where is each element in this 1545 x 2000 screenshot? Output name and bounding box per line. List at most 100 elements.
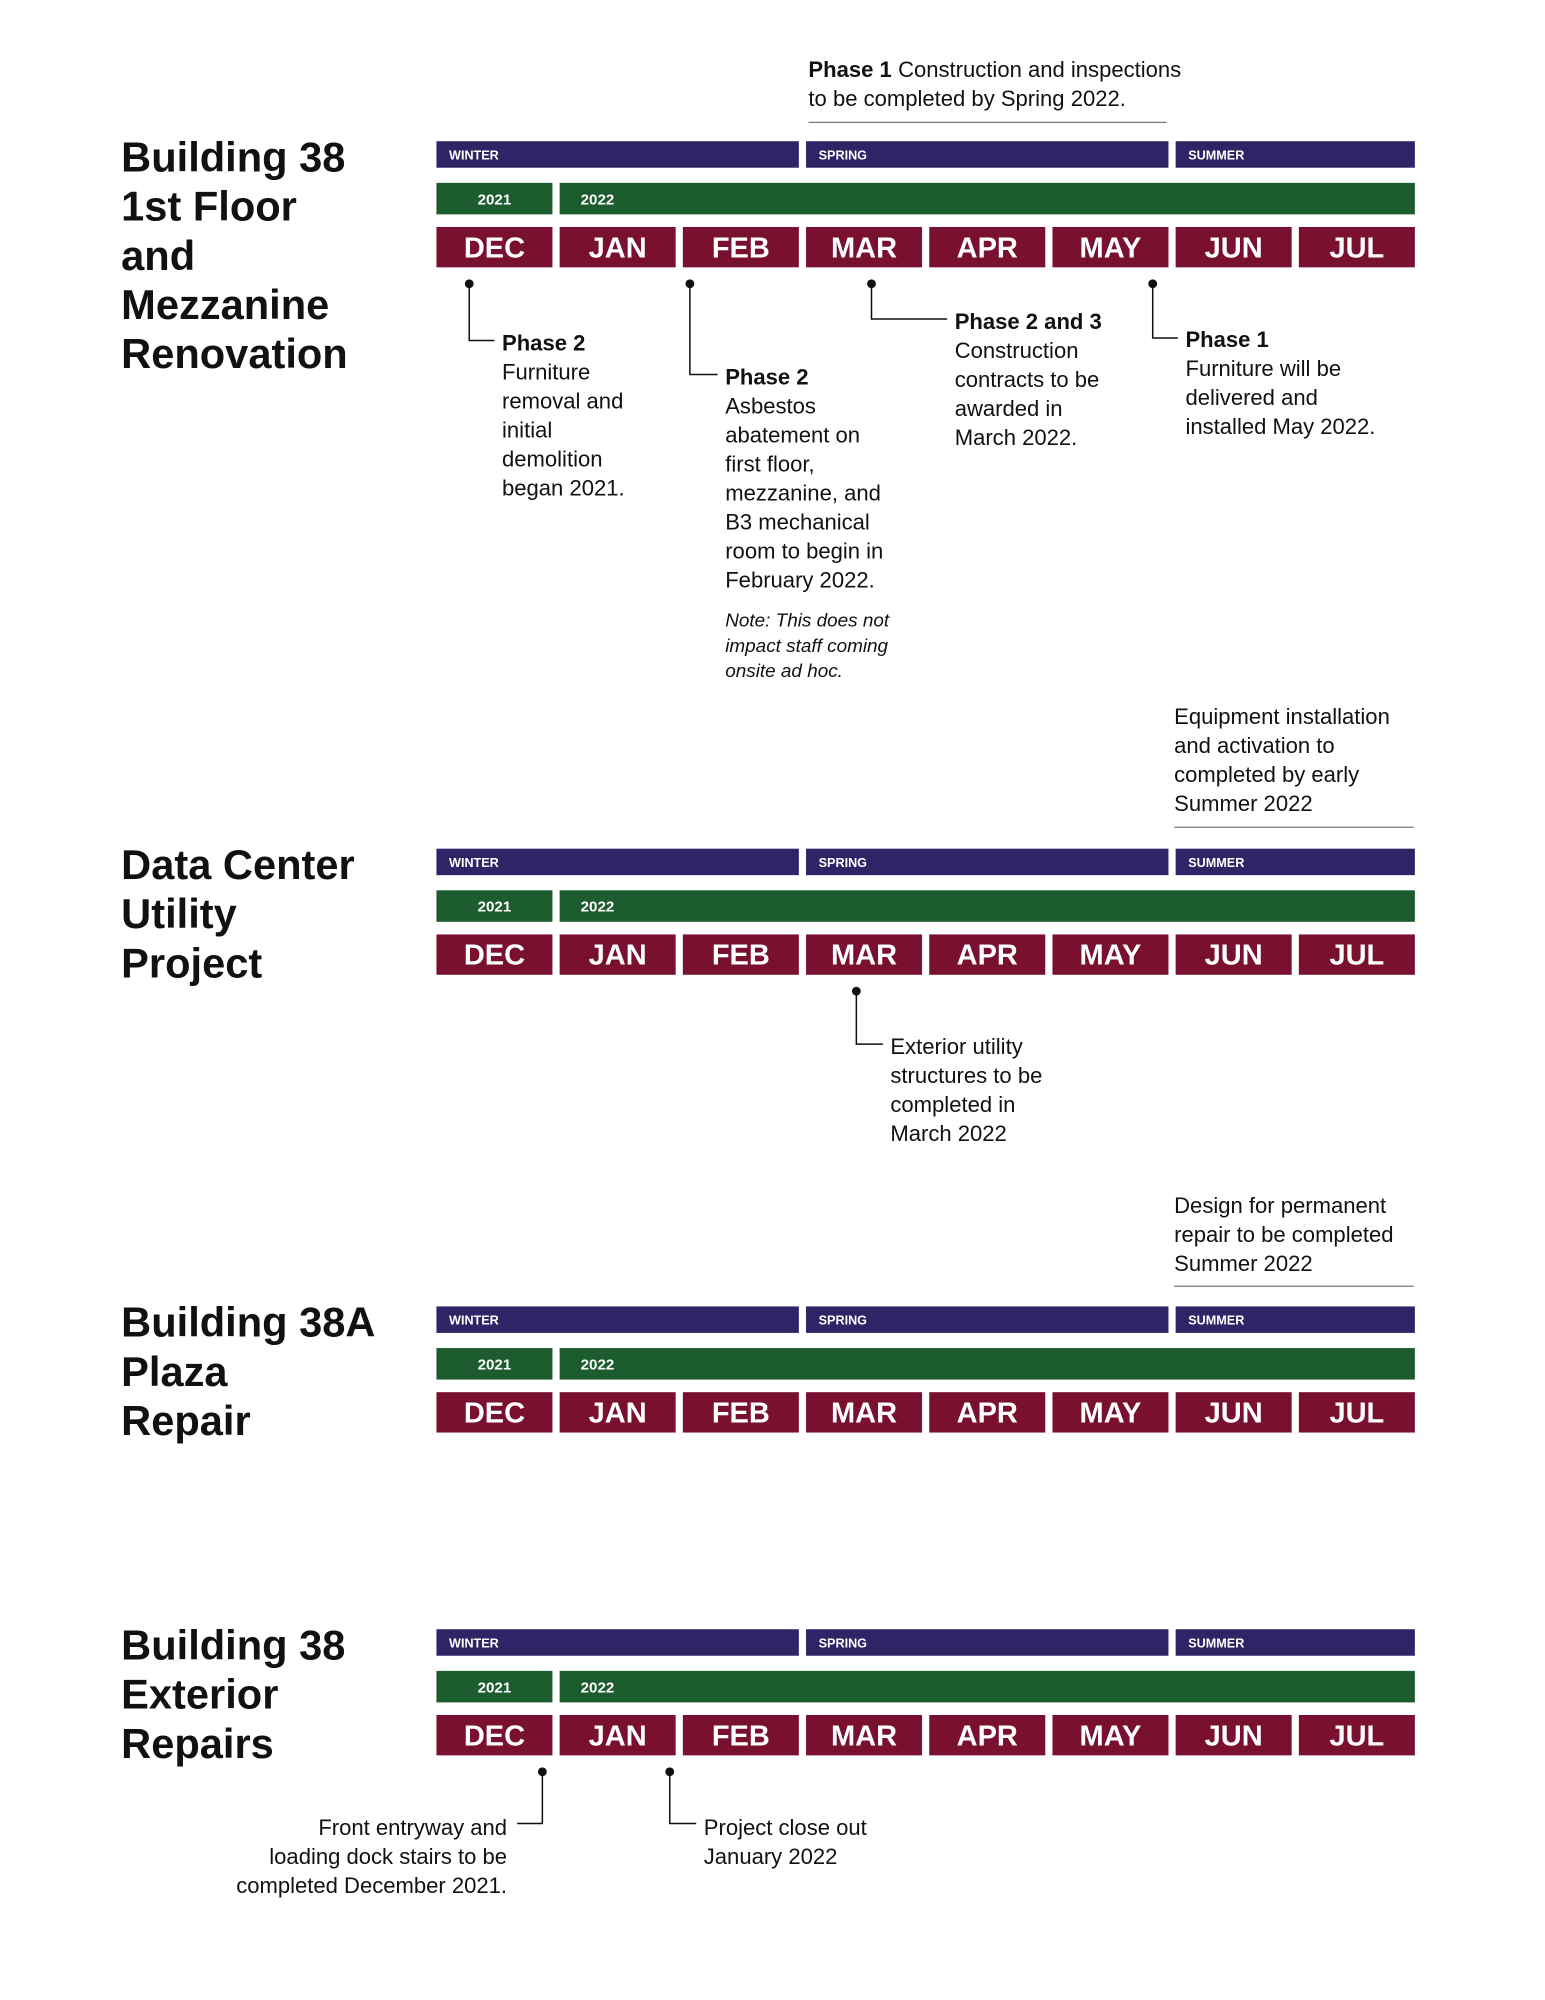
year-label: 2022: [581, 1356, 615, 1373]
month-box: [559, 1715, 676, 1756]
month-label: JAN: [589, 1720, 647, 1752]
annotation-lead: Phase 2 and 3: [955, 309, 1102, 334]
annotation-text: to be completed by Spring 2022.: [808, 86, 1125, 111]
annotation-text: Equipment installation: [1174, 704, 1390, 729]
annotation-text: Design for permanent: [1174, 1193, 1386, 1218]
month-box: [1175, 934, 1292, 975]
year-label: 2021: [478, 191, 512, 208]
connector-line: [468, 283, 495, 342]
annotation: Design for permanent repair to be complet…: [1174, 1193, 1414, 1287]
annotation: Phase 2 and 3 Construction contracts to be…: [867, 279, 1102, 450]
year-label: 2022: [581, 899, 615, 916]
month-box: [1175, 1392, 1292, 1433]
year-bar: [559, 182, 1415, 215]
year-label: 2021: [478, 1679, 512, 1696]
month-label: MAY: [1080, 940, 1142, 972]
annotation-note: onsite ad hoc.: [725, 661, 843, 682]
annotation-text: began 2021.: [502, 476, 625, 501]
annotation-note: Note: This does not: [725, 611, 890, 632]
month-box: [436, 226, 553, 268]
month-box: [682, 1392, 799, 1433]
season-label: WINTER: [449, 1637, 499, 1651]
season-bar: [436, 141, 799, 168]
annotation-text: awarded in: [955, 396, 1063, 421]
season-bar: [806, 141, 1169, 168]
annotation-text: Furniture: [502, 360, 590, 385]
season-label: SPRING: [819, 856, 868, 870]
annotation-text: completed in: [890, 1092, 1015, 1117]
connector-dot: [464, 279, 474, 289]
project-title: Plaza: [121, 1348, 228, 1395]
annotation-text: structures to be: [890, 1063, 1042, 1088]
month-label: FEB: [712, 1397, 770, 1429]
connector-dot: [867, 279, 876, 289]
month-box: [1052, 1715, 1169, 1756]
month-box: [682, 1715, 799, 1756]
connector-line: [1151, 283, 1178, 339]
month-label: DEC: [464, 232, 525, 264]
month-label: FEB: [712, 940, 770, 972]
season-bar: [806, 848, 1169, 876]
annotation-text: February 2022.: [725, 568, 875, 593]
annotation-text: delivered and: [1185, 385, 1317, 410]
connector-line: [668, 1771, 697, 1825]
project-title: Utility: [121, 890, 237, 937]
month-box: [929, 934, 1046, 975]
month-box: [1052, 934, 1169, 975]
annotation-text: and activation to: [1174, 733, 1335, 758]
month-label: JUN: [1205, 1397, 1263, 1429]
month-box: [436, 1392, 553, 1433]
annotation-text: Exterior utility: [890, 1034, 1022, 1059]
month-box: [1298, 226, 1415, 268]
project-title: Mezzanine: [121, 281, 329, 328]
month-label: JAN: [589, 940, 647, 972]
month-box: [436, 934, 553, 975]
month-label: APR: [957, 232, 1018, 264]
season-label: SUMMER: [1188, 856, 1244, 870]
month-label: JUN: [1205, 1720, 1263, 1752]
annotation: Front entryway and loading dock stairs to…: [236, 1767, 547, 1898]
season-label: SUMMER: [1188, 1637, 1244, 1651]
season-bar: [806, 1306, 1169, 1333]
season-label: WINTER: [449, 856, 499, 870]
year-bar: [559, 890, 1415, 922]
month-label: DEC: [464, 1397, 525, 1429]
annotation-text: Furniture will be: [1185, 356, 1341, 381]
month-box: [1298, 1715, 1415, 1756]
connector-line: [870, 283, 948, 320]
annotation: Exterior utility structures to be complete…: [851, 986, 1042, 1146]
month-label: APR: [957, 940, 1018, 972]
annotation-note: impact staff coming: [725, 636, 888, 657]
year-label: 2021: [478, 899, 512, 916]
connector-dot: [685, 279, 695, 289]
annotation-lead: Phase 1: [808, 57, 891, 82]
annotation-lead: Phase 1: [1185, 327, 1268, 352]
month-box: [806, 1715, 923, 1756]
annotation-text: B3 mechanical: [725, 510, 870, 535]
project-title: Repairs: [121, 1720, 274, 1767]
annotation-lead: Phase 2: [502, 331, 585, 356]
month-box: [1052, 226, 1169, 268]
month-label: DEC: [464, 1720, 525, 1752]
project-title: Repair: [121, 1397, 251, 1444]
annotation: Equipment installation and activation to c…: [1174, 704, 1414, 828]
year-bar: [436, 890, 553, 922]
month-box: [929, 1392, 1046, 1433]
annotation-text: March 2022.: [955, 425, 1078, 450]
month-label: MAR: [831, 940, 897, 972]
annotation: Phase 2 Asbestos abatement on first floor, m…: [685, 279, 890, 682]
month-label: JUL: [1329, 940, 1384, 972]
year-bar: [436, 1348, 553, 1380]
month-label: JUL: [1329, 1397, 1384, 1429]
month-label: JUN: [1205, 940, 1263, 972]
month-box: [806, 226, 923, 268]
project-title: Data Center: [121, 841, 355, 888]
month-box: [1298, 934, 1415, 975]
annotation-text: contracts to be: [955, 367, 1100, 392]
project-title: Exterior: [121, 1671, 278, 1718]
month-box: [1298, 1392, 1415, 1433]
